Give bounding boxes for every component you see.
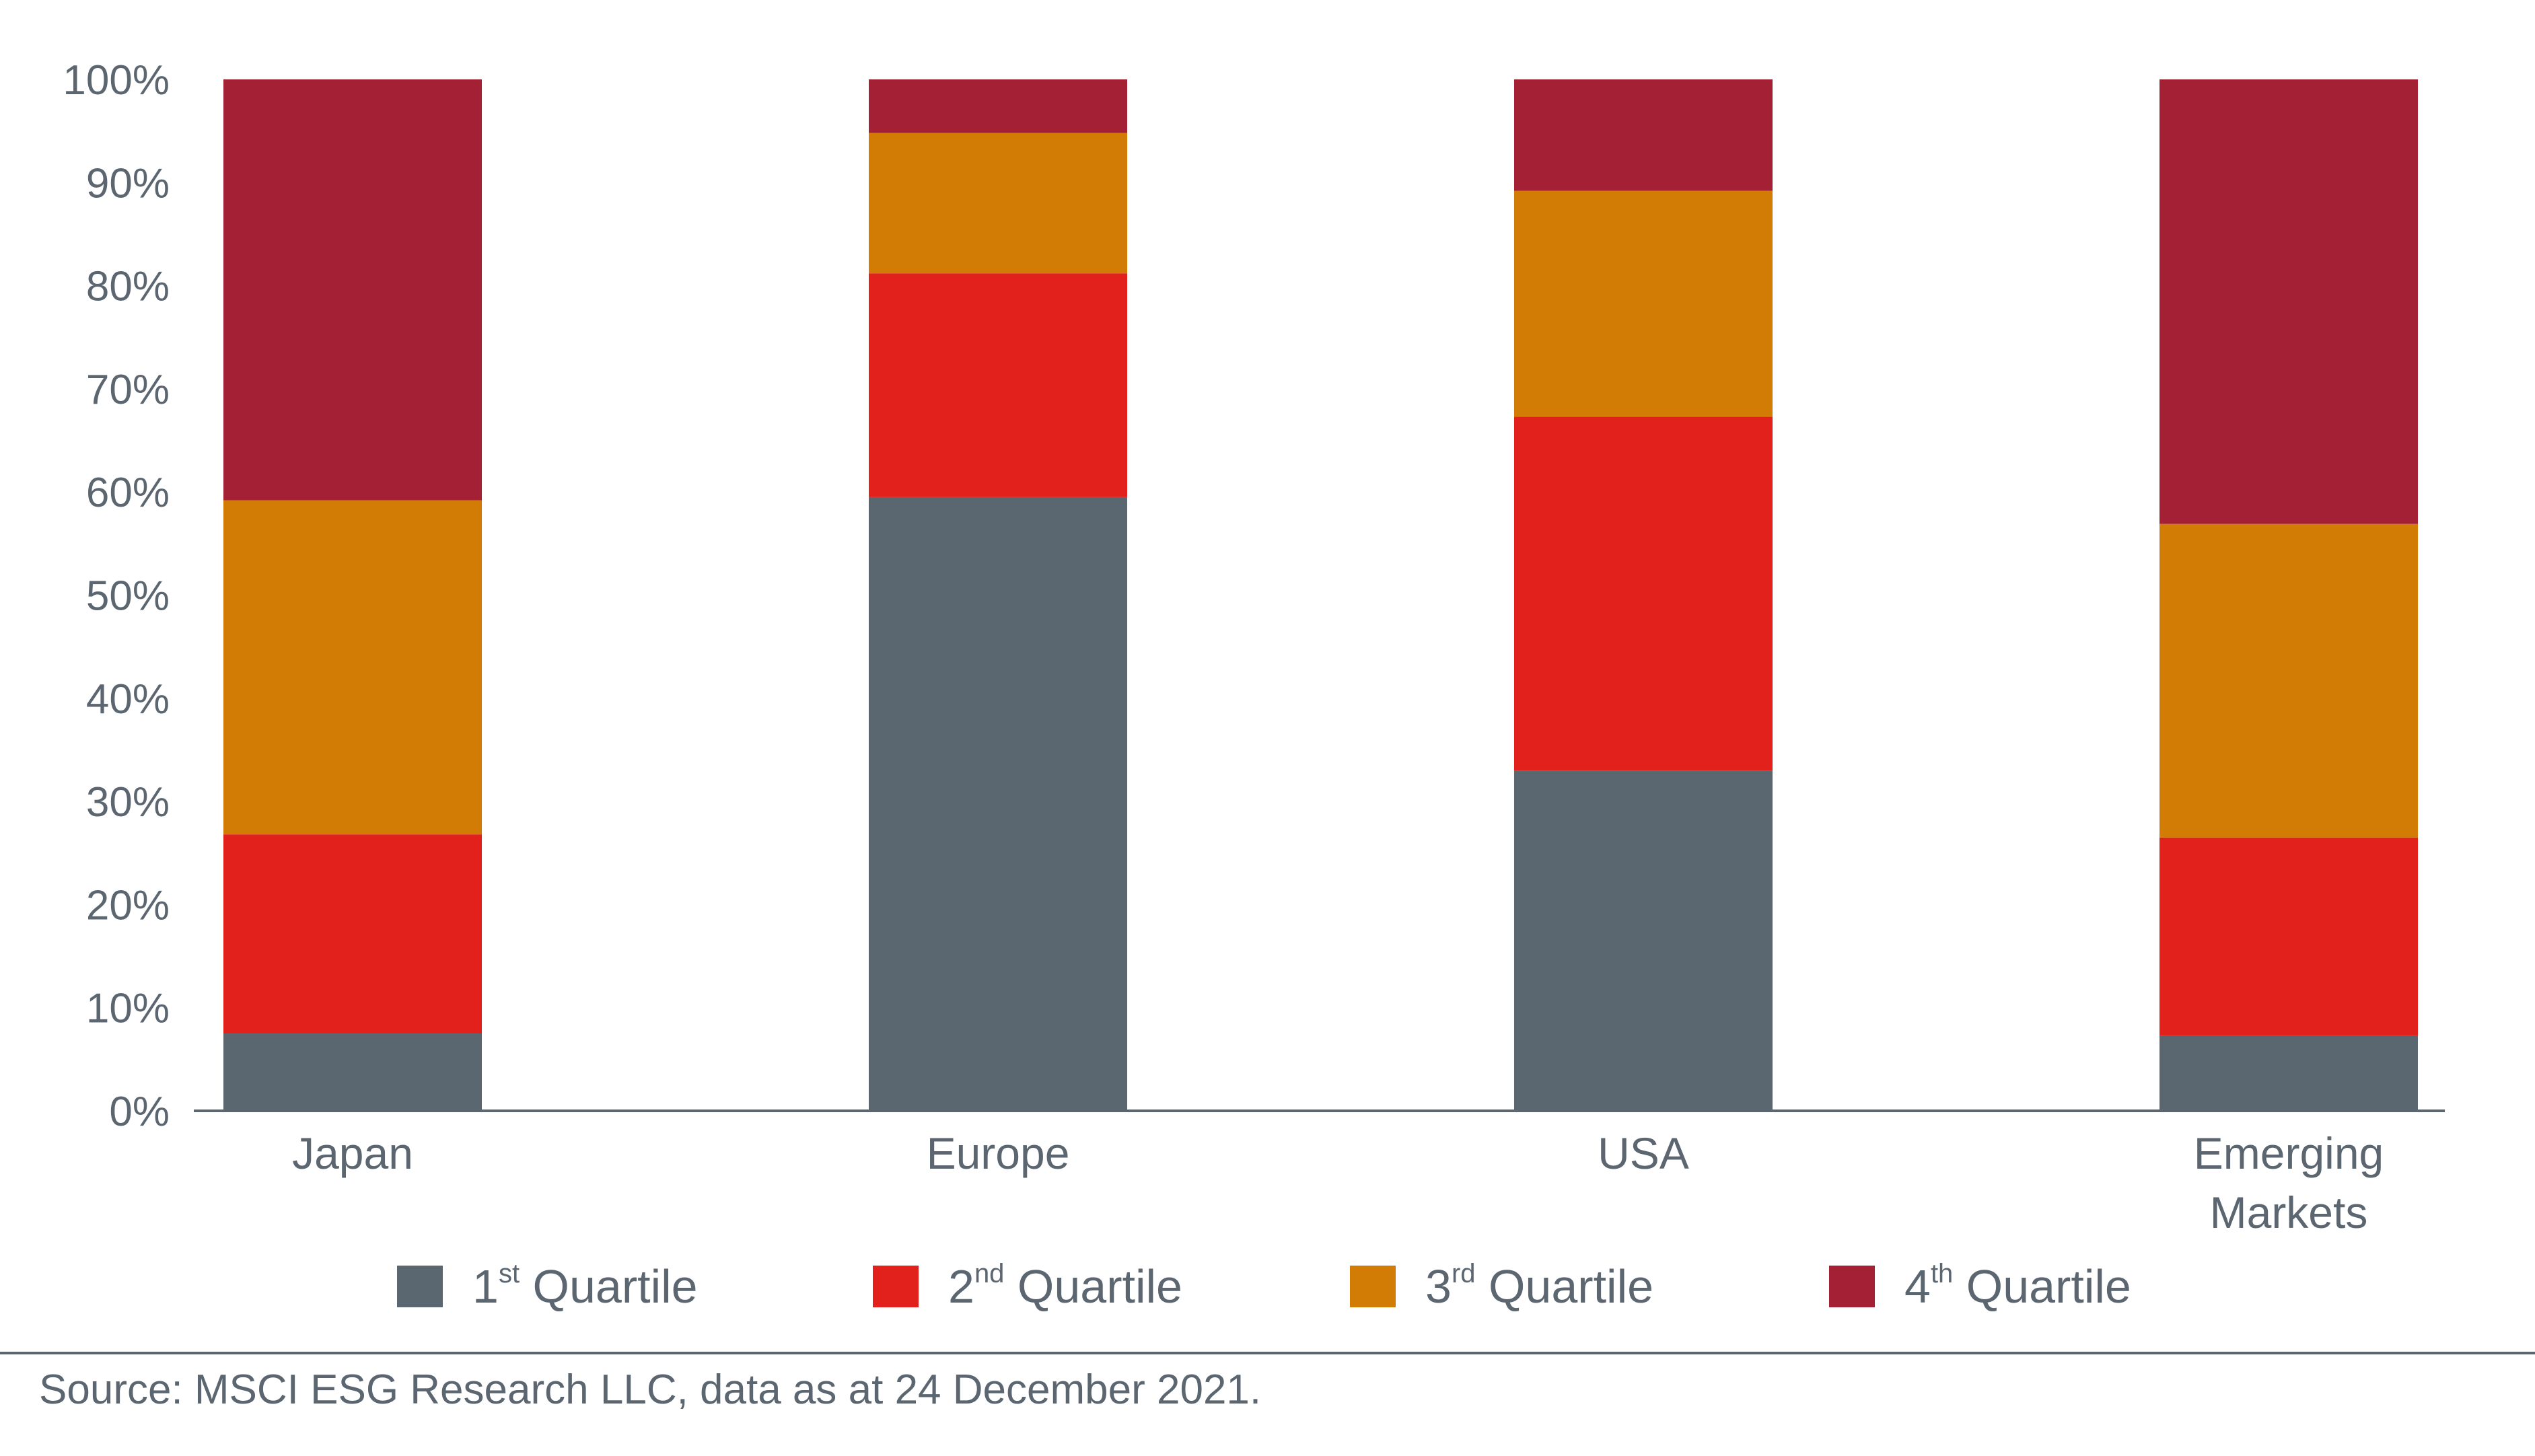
y-axis-labels: 0% 10% 20% 30% 40% 50% 60% 70% 80% 90% 100% [63,57,170,1135]
y-tick-label: 10% [86,986,170,1032]
legend-item-q4: 4th Quartile [1829,1253,2131,1320]
y-tick-label: 100% [63,57,170,104]
x-category-label: Japan [292,1128,413,1178]
legend-item-q3: 3rd Quartile [1350,1253,1653,1320]
footer-divider [0,1352,2535,1354]
bar-segment-q2 [223,834,482,1034]
y-tick-label: 70% [86,367,170,413]
legend-item-q1: 1st Quartile [397,1253,698,1320]
bar-segment-q4 [869,79,1127,133]
chart: 0% 10% 20% 30% 40% 50% 60% 70% 80% 90% 100% Japan E… [63,57,2445,1237]
legend-label: 3rd Quartile [1425,1259,1654,1313]
legend-swatch [1350,1266,1396,1307]
bar-segment-q3 [2159,523,2418,838]
x-category-label: USA [1598,1128,1689,1178]
legend-label: 2nd Quartile [948,1259,1182,1313]
bar-segment-q1 [2159,1035,2418,1111]
x-category-label: Europe [927,1128,1070,1178]
source-note: Source: MSCI ESG Research LLC, data as a… [39,1367,1262,1413]
bar-segment-q4 [2159,79,2418,524]
bar-segment-q2 [2159,837,2418,1036]
bar-segment-q4 [223,79,482,501]
legend-swatch [1829,1266,1875,1307]
bar-segment-q4 [1514,79,1773,191]
y-tick-label: 0% [109,1089,170,1135]
y-tick-label: 50% [86,573,170,620]
bar-segment-q1 [1514,770,1773,1111]
bar-segment-q2 [1514,416,1773,771]
bar-segment-q3 [1514,190,1773,417]
bar-segment-q1 [223,1033,482,1111]
x-category-label: Markets [2210,1188,2368,1237]
legend-item-q2: 2nd Quartile [873,1253,1182,1320]
y-tick-label: 80% [86,264,170,310]
legend-label: 1st Quartile [472,1259,698,1313]
y-tick-label: 40% [86,676,170,723]
legend-swatch [873,1266,919,1307]
legend: 1st Quartile 2nd Quartile 3rd Quartile 4th … [0,1253,2535,1320]
y-tick-label: 60% [86,470,170,516]
legend-label: 4th Quartile [1904,1259,2131,1313]
bar-segment-q1 [869,497,1127,1111]
y-tick-label: 30% [86,779,170,826]
y-tick-label: 90% [86,160,170,207]
bar-segment-q3 [223,500,482,835]
legend-swatch [397,1266,443,1307]
x-axis-labels: Japan Europe USA Emerging Markets [292,1128,2384,1237]
x-category-label: Emerging [2194,1128,2384,1178]
bar-segment-q2 [869,273,1127,497]
bars [223,79,2418,1111]
y-tick-label: 20% [86,882,170,929]
bar-segment-q3 [869,133,1127,274]
